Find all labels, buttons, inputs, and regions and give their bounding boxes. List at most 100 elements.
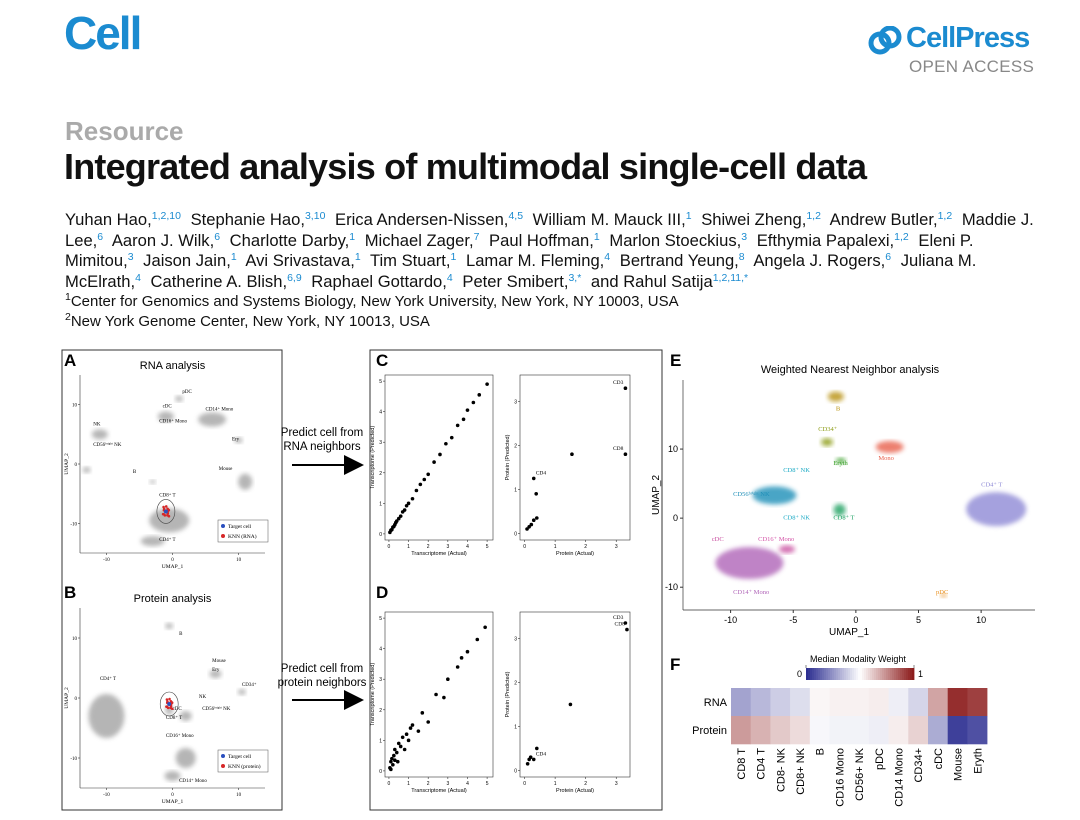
cluster-label: cDC: [712, 536, 724, 543]
author: Bertrand Yeung,8: [620, 251, 745, 270]
heatmap-cell: [731, 716, 751, 745]
x-tick-label: 2: [427, 544, 430, 550]
point-label: CD8: [615, 622, 626, 628]
legend-label: Target cell: [228, 754, 252, 760]
point: [483, 625, 487, 630]
legend-swatch: [221, 534, 225, 538]
author-affiliation: 4,5: [508, 210, 524, 222]
author: Lamar M. Fleming,4: [466, 251, 610, 270]
point: [420, 711, 425, 715]
point: [438, 452, 442, 457]
cluster-label: CD14⁺ Mono: [206, 407, 234, 413]
colorbar-step: [824, 668, 827, 680]
colorbar-step: [882, 668, 885, 680]
author-name: Stephanie Hao,: [190, 210, 305, 229]
panel-letter: A: [64, 351, 76, 370]
plot-frame: [384, 374, 494, 541]
colorbar-step: [884, 668, 887, 680]
author: Efthymia Papalexi,1,2: [757, 231, 909, 250]
author-affiliation: 6: [885, 251, 892, 263]
author-name: Erica Andersen-Nissen,: [335, 210, 509, 229]
colorbar-step: [912, 668, 915, 680]
x-tick-label: 0: [523, 781, 526, 787]
panel-letter: C: [376, 351, 388, 370]
heatmap-cell: [750, 688, 771, 717]
cluster-label: CD8⁺ T: [159, 493, 175, 499]
cell-cluster: [234, 437, 243, 444]
y-tick-label: 0: [514, 768, 517, 774]
author-affiliation: 3: [741, 230, 748, 243]
heatmap-cell: [731, 688, 751, 717]
cluster-label: CD16⁺ Mono: [758, 536, 794, 543]
point: [531, 757, 536, 762]
y-tick-label: -10: [70, 757, 77, 762]
arrow-label: Predict cell from: [281, 663, 363, 675]
knn-cell: [164, 505, 168, 508]
heatmap-cell: [928, 716, 948, 745]
colorbar-step: [874, 668, 877, 680]
author-name: Jaison Jain,: [143, 251, 231, 270]
author: Maddie J. Lee,6: [65, 210, 1034, 250]
author-affiliation: 1: [349, 230, 356, 243]
colorbar-step: [848, 668, 851, 680]
point: [459, 656, 464, 660]
cluster-label: CD4⁺ T: [981, 481, 1002, 488]
column-label: CD8- NK: [775, 747, 787, 792]
highlight: [159, 691, 179, 717]
point: [392, 753, 396, 758]
point: [398, 744, 403, 749]
point: [389, 759, 393, 764]
row-label: RNA: [704, 697, 728, 709]
y-tick-label: 1: [514, 724, 517, 730]
x-axis-label: Transcriptome (Actual): [411, 551, 467, 557]
publisher-icon: [868, 26, 902, 55]
point: [475, 637, 480, 642]
author-affiliation: 7: [473, 230, 480, 243]
point-label: CD4: [536, 470, 547, 476]
heatmap-cell: [868, 716, 889, 745]
cell-cluster: [827, 391, 844, 402]
publisher-logo: CellPress: [906, 22, 1030, 54]
cell-cluster: [752, 486, 797, 505]
cluster-label: CD56ᵇʳⁱᵍʰᵗ NK: [93, 442, 122, 448]
legend-label: KNN (RNA): [228, 533, 257, 540]
colorbar-step: [850, 668, 853, 680]
author-name: Aaron J. Wilk,: [111, 230, 215, 250]
cell-cluster: [88, 694, 125, 738]
cluster-label: CD8⁺ T: [833, 515, 854, 522]
panel-frame: [369, 349, 663, 811]
colorbar-step: [844, 668, 847, 680]
article-type: Resource: [65, 116, 184, 146]
y-axis-label: Transcriptome (Predicted): [370, 663, 376, 727]
cell-cluster: [140, 536, 165, 547]
heatmap-cell: [809, 688, 830, 717]
cluster-label: CD8⁺ T: [166, 715, 182, 721]
colorbar-step: [834, 668, 837, 680]
panel-title: RNA analysis: [140, 360, 206, 372]
colorbar-step: [856, 668, 859, 680]
author-affiliation: 4: [446, 271, 453, 284]
point: [525, 762, 530, 766]
colorbar-step: [830, 668, 833, 680]
y-tick-label: 1: [379, 501, 382, 507]
x-axis-label: Transcriptome (Actual): [411, 788, 467, 794]
author-affiliation: 6: [214, 230, 221, 243]
plot-frame: [384, 611, 494, 778]
point: [394, 750, 399, 755]
author-name: Lamar M. Fleming,: [465, 251, 605, 270]
point: [535, 516, 539, 520]
column-label: CD16 Mono: [834, 748, 846, 807]
colorbar-step: [902, 668, 905, 680]
point: [422, 477, 427, 482]
cluster-label: CD8⁺ NK: [783, 467, 810, 474]
x-axis-label: Protein (Actual): [556, 788, 594, 794]
author-affiliation: 1,2: [806, 210, 821, 222]
author: and Rahul Satija1,2,11,*: [591, 272, 748, 291]
cell-cluster: [238, 473, 253, 490]
heatmap-cell: [967, 716, 988, 745]
y-tick-label: 0: [514, 531, 517, 537]
arrow-label: protein neighbors: [278, 677, 367, 689]
heatmap-cell: [809, 716, 830, 745]
cell-cluster: [91, 429, 108, 440]
cluster-label: cDC: [163, 405, 173, 410]
